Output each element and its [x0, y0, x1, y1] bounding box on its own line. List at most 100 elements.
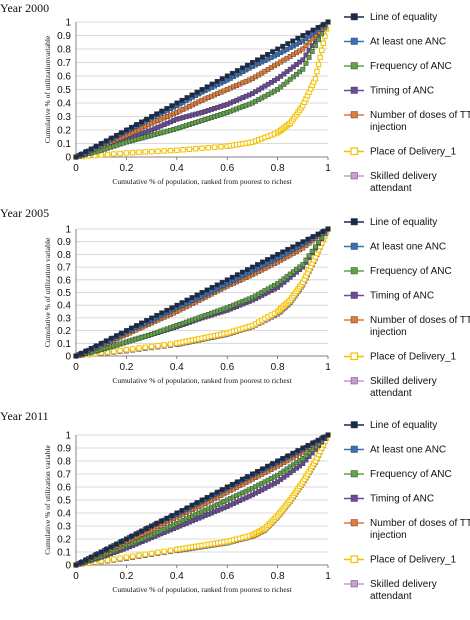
legend-item: Line of equality — [344, 12, 437, 23]
series-place-of-delivery-1 — [73, 19, 331, 160]
data-point — [275, 87, 280, 92]
legend-item: Skilled delivery attendant — [344, 171, 437, 194]
data-point — [260, 54, 265, 60]
data-point — [169, 513, 175, 519]
legend-swatch-marker — [350, 172, 358, 180]
data-point — [123, 346, 130, 353]
data-point — [83, 149, 89, 154]
data-point — [103, 338, 109, 344]
legend-label: At least one ANC — [370, 445, 446, 456]
data-point — [130, 553, 136, 559]
data-point — [265, 257, 270, 262]
data-point — [98, 152, 104, 158]
legend-label: Line of equality — [370, 12, 437, 23]
series-line-of-equality — [73, 432, 331, 568]
y-tick-label: 0.7 — [57, 58, 71, 69]
x-axis-label: Cumulative % of population, ranked from … — [112, 177, 292, 186]
data-point — [93, 343, 99, 349]
legend-label: Frequency of ANC — [370, 469, 452, 480]
data-point — [174, 302, 180, 308]
data-point — [265, 463, 270, 469]
data-point — [255, 57, 260, 63]
data-point — [155, 342, 161, 349]
data-point — [184, 95, 190, 101]
legend-swatch-marker — [350, 377, 358, 385]
data-point — [275, 251, 280, 257]
data-point — [129, 534, 134, 539]
legend-item: Frequency of ANC — [344, 61, 452, 72]
data-point — [161, 548, 167, 555]
data-point — [193, 146, 199, 152]
legend-item: Place of Delivery_1 — [344, 352, 457, 363]
data-point — [309, 36, 315, 42]
y-tick-label: 0.6 — [57, 275, 71, 286]
legend-item: Timing of ANC — [344, 494, 434, 505]
legend-swatch-marker — [350, 13, 358, 21]
data-point — [300, 461, 306, 466]
data-point — [139, 528, 144, 534]
y-tick-label: 0.6 — [57, 72, 71, 83]
data-point — [103, 138, 109, 144]
chart-panel: Year 2011 0 0.1 0.2 0.3 0.4 0.5 0.6 0.7 0.8 0.9 1 0 0… — [0, 409, 470, 602]
data-point — [117, 555, 123, 561]
data-point — [144, 526, 149, 532]
y-tick-label: 0.5 — [57, 288, 71, 299]
data-point — [113, 132, 119, 138]
data-point — [300, 33, 306, 38]
y-tick-label: 0.4 — [57, 509, 71, 520]
data-point — [211, 144, 218, 150]
data-point — [325, 432, 331, 438]
data-point — [83, 348, 89, 354]
data-point — [205, 145, 212, 151]
data-point — [78, 151, 84, 157]
y-tick-label: 0.6 — [57, 483, 71, 494]
x-tick-label: 0.8 — [271, 163, 285, 174]
data-point — [260, 259, 265, 265]
data-point — [295, 448, 301, 453]
data-point — [229, 70, 235, 76]
data-point — [270, 254, 275, 260]
data-point — [270, 49, 275, 55]
y-tick-label: 0.9 — [57, 31, 71, 42]
data-point — [297, 69, 303, 75]
legend-label: Skilled delivery attendant — [370, 171, 437, 194]
legend-swatch-marker — [350, 242, 358, 250]
data-point — [167, 547, 174, 554]
data-point — [315, 61, 322, 68]
legend-item: Place of Delivery_1 — [344, 147, 457, 158]
data-point — [309, 49, 315, 54]
data-point — [300, 445, 306, 451]
legend-item: Line of equality — [344, 420, 437, 431]
data-point — [123, 150, 130, 156]
data-point — [93, 143, 99, 149]
data-point — [316, 37, 321, 43]
data-point — [278, 84, 284, 90]
legend-item: At least one ANC — [344, 445, 446, 456]
legend-swatch-marker — [350, 445, 358, 453]
legend-swatch-marker — [350, 111, 358, 119]
data-point — [325, 226, 331, 232]
data-point — [255, 469, 260, 474]
data-point — [290, 244, 296, 250]
data-point — [244, 62, 250, 68]
data-point — [148, 343, 155, 350]
data-point — [199, 87, 205, 92]
data-point — [169, 305, 175, 311]
x-tick-label: 0 — [73, 163, 79, 174]
data-point — [300, 456, 306, 461]
legend-swatch-marker — [350, 37, 358, 45]
data-point — [209, 492, 215, 498]
data-point — [167, 341, 174, 347]
data-point — [174, 100, 180, 106]
legend-label: Place of Delivery_1 — [370, 147, 457, 158]
series-place-of-delivery-1 — [73, 432, 331, 568]
data-point — [244, 267, 250, 273]
data-point — [290, 450, 296, 456]
data-point — [144, 116, 149, 122]
data-point — [320, 40, 326, 46]
data-point — [219, 279, 225, 285]
x-tick-label: 0.4 — [170, 571, 184, 582]
legend-item: Number of doses of TT injection — [344, 315, 470, 338]
data-point — [142, 344, 149, 350]
